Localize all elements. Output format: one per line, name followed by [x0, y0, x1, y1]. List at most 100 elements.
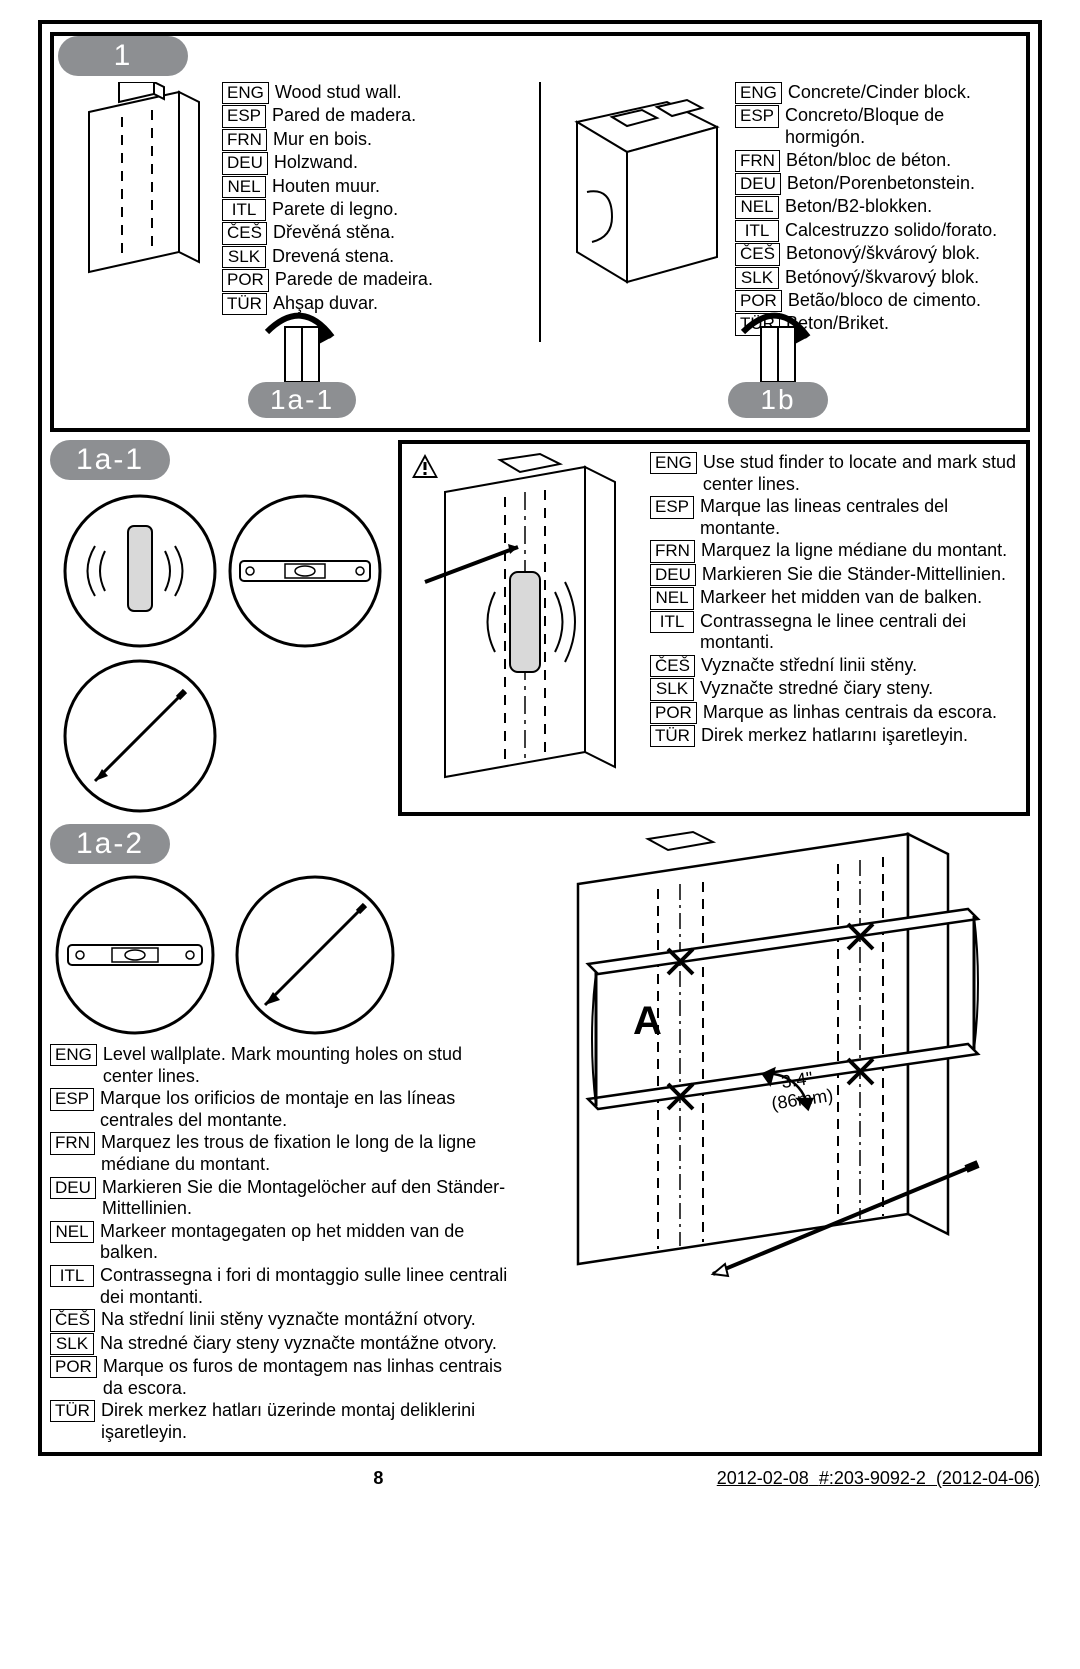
lang-code: FRN	[650, 540, 695, 562]
lang-text: Markieren Sie die Montagelöcher auf den …	[102, 1177, 510, 1220]
step-1-badge: 1	[58, 36, 188, 76]
lang-row: NELHouten muur.	[222, 176, 433, 198]
lang-row: TÜR Direk merkez hatları üzerinde montaj …	[50, 1400, 510, 1443]
lang-code: DEU	[222, 152, 268, 174]
lang-code: ESP	[50, 1088, 94, 1110]
lang-code: ITL	[735, 220, 779, 242]
lang-code: FRN	[735, 150, 780, 172]
page-frame: 1	[38, 20, 1042, 1456]
lang-code: ENG	[650, 452, 697, 474]
level-wallplate-lang-list: ENG Level wallplate. Mark mounting holes …	[50, 1044, 510, 1444]
lang-row: NEL Markeer montagegaten op het midden va…	[50, 1221, 510, 1264]
lang-code: POR	[50, 1356, 97, 1378]
lang-text: Beton/Porenbetonstein.	[787, 173, 975, 195]
lang-text: Concreto/Bloque de hormigón.	[785, 105, 1016, 148]
lang-code: TÜR	[650, 725, 695, 747]
lang-row: POR Marque os furos de montagem nas linha…	[50, 1356, 510, 1399]
lang-code: POR	[735, 290, 782, 312]
lang-row: DEU Markieren Sie die Ständer-Mittellinie…	[650, 564, 1018, 586]
lang-row: ENG Level wallplate. Mark mounting holes …	[50, 1044, 510, 1087]
lang-row: NELBeton/B2-blokken.	[735, 196, 1016, 218]
lang-row: ITLParete di legno.	[222, 199, 433, 221]
lang-row: FRN Béton/bloc de béton.	[735, 150, 1016, 172]
concrete-wall-lang-list: ENGConcrete/Cinder block.ESPConcreto/Blo…	[735, 82, 1016, 337]
lang-text: Level wallplate. Mark mounting holes on …	[103, 1044, 510, 1087]
lang-text: Betónový/škvarový blok.	[785, 267, 979, 289]
section-1a-1-badge: 1a-1	[50, 440, 170, 480]
lang-text: Dřevěná stěna.	[273, 222, 395, 244]
lang-text: Wood stud wall.	[275, 82, 402, 104]
lang-row: ESPConcreto/Bloque de hormigón.	[735, 105, 1016, 148]
lang-text: Direk merkez hatları üzerinde montaj del…	[101, 1400, 510, 1443]
lang-text: Na střední linii stěny vyznačte montážní…	[101, 1309, 476, 1331]
warning-icon	[410, 452, 440, 480]
wood-wall-illustration	[64, 82, 214, 342]
lang-code: ENG	[735, 82, 782, 104]
lang-row: ENG Use stud finder to locate and mark st…	[650, 452, 1018, 495]
lang-row: ČEŠ Vyznačte střední linii stěny.	[650, 655, 1018, 677]
lang-code: ITL	[650, 611, 694, 633]
lang-row: TÜR Direk merkez hatlarını işaretleyin.	[650, 725, 1018, 747]
lang-text: Betão/bloco de cimento.	[788, 290, 981, 312]
lang-row: DEUMarkieren Sie die Montagelöcher auf d…	[50, 1177, 510, 1220]
wood-wall-lang-list: ENGWood stud wall.ESPPared de madera.FRN…	[222, 82, 433, 316]
lang-row: SLK Vyznačte stredné čiary steny.	[650, 678, 1018, 700]
lang-text: Parede de madeira.	[275, 269, 433, 291]
lang-row: SLK Drevená stena.	[222, 246, 433, 268]
goto-1b: 1b	[723, 312, 833, 418]
badge-1a-1: 1a-1	[248, 382, 356, 418]
lang-row: FRNMarquez les trous de fixation le long…	[50, 1132, 510, 1175]
lang-row: ESPMarque las lineas centrales del monta…	[650, 496, 1018, 539]
letter-a: A	[633, 999, 662, 1043]
lang-row: SLK Betónový/škvarový blok.	[735, 267, 1016, 289]
lang-text: Parete di legno.	[272, 199, 398, 221]
lang-code: FRN	[222, 129, 267, 151]
lang-text: Marque los orificios de montaje en las l…	[100, 1088, 510, 1131]
lang-row: ENGConcrete/Cinder block.	[735, 82, 1016, 104]
lang-text: Drevená stena.	[272, 246, 394, 268]
lang-code: ENG	[222, 82, 269, 104]
lang-row: POR Marque as linhas centrais da escora.	[650, 702, 1018, 724]
lang-code: ČEŠ	[50, 1309, 95, 1331]
tools-illustration-1a1	[50, 486, 390, 816]
lang-code: NEL	[50, 1221, 94, 1243]
stud-finder-lang-list: ENG Use stud finder to locate and mark st…	[650, 452, 1018, 804]
lang-code: ESP	[222, 105, 266, 127]
lang-text: Marquez la ligne médiane du montant.	[701, 540, 1007, 562]
lang-code: FRN	[50, 1132, 95, 1154]
lang-text: Markeer montagegaten op het midden van d…	[100, 1221, 510, 1264]
lang-code: ČEŠ	[650, 655, 695, 677]
lang-row: ČEŠDřevěná stěna.	[222, 222, 433, 244]
lang-code: SLK	[650, 678, 694, 700]
lang-code: DEU	[650, 564, 696, 586]
lang-text: Vyznačte střední linii stěny.	[701, 655, 917, 677]
lang-text: Marque os furos de montagem nas linhas c…	[103, 1356, 510, 1399]
lang-code: ESP	[650, 496, 694, 518]
lang-text: Direk merkez hatlarını işaretleyin.	[701, 725, 968, 747]
lang-code: ČEŠ	[735, 243, 780, 265]
lang-row: ESP Marque los orificios de montaje en la…	[50, 1088, 510, 1131]
lang-row: DEUBeton/Porenbetonstein.	[735, 173, 1016, 195]
lang-text: Markieren Sie die Ständer-Mittellinien.	[702, 564, 1006, 586]
lang-row: DEUHolzwand.	[222, 152, 433, 174]
lang-code: ENG	[50, 1044, 97, 1066]
lang-row: ITL Contrassegna i fori di montaggio sull…	[50, 1265, 510, 1308]
lang-text: Marque as linhas centrais da escora.	[703, 702, 997, 724]
lang-text: Béton/bloc de béton.	[786, 150, 951, 172]
lang-row: ITLCalcestruzzo solido/forato.	[735, 220, 1016, 242]
lang-row: ČEŠ Na střední linii stěny vyznačte montá…	[50, 1309, 510, 1331]
lang-text: Use stud finder to locate and mark stud …	[703, 452, 1018, 495]
stud-finder-main-illustration	[410, 452, 640, 804]
lang-code: SLK	[222, 246, 266, 268]
lang-text: Vyznačte stredné čiary steny.	[700, 678, 933, 700]
lang-code: ITL	[50, 1265, 94, 1287]
lang-code: SLK	[735, 267, 779, 289]
lang-text: Contrassegna i fori di montaggio sulle l…	[100, 1265, 510, 1308]
lang-code: TÜR	[50, 1400, 95, 1422]
lang-row: ENG Wood stud wall.	[222, 82, 433, 104]
lang-code: NEL	[650, 587, 694, 609]
lang-code: POR	[650, 702, 697, 724]
lang-text: Betonový/škvárový blok.	[786, 243, 980, 265]
lang-row: NELMarkeer het midden van de balken.	[650, 587, 1018, 609]
lang-code: POR	[222, 269, 269, 291]
